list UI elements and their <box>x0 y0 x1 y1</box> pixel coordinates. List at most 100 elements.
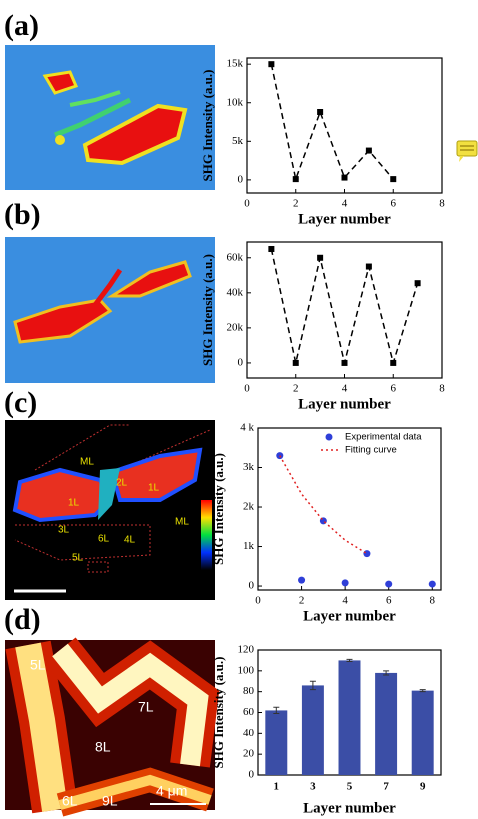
region-label: ML <box>175 517 189 528</box>
y-tick-label: 80 <box>243 685 255 697</box>
y-tick-label: 40k <box>227 286 244 298</box>
x-tick-label: 1 <box>274 781 280 793</box>
x-axis-title: Layer number <box>298 211 391 227</box>
region-label: 6L <box>98 534 110 545</box>
bar <box>338 660 361 775</box>
y-tick-label: 100 <box>238 664 255 676</box>
shg-map-d: 5L 7L 8L 6L 9L 4 μm <box>5 637 220 817</box>
x-tick-label: 0 <box>244 383 250 395</box>
y-tick-label: 4 k <box>240 422 254 434</box>
data-point <box>317 109 324 115</box>
data-line <box>279 455 368 555</box>
y-tick-label: 20k <box>227 321 244 333</box>
data-point <box>390 176 397 183</box>
x-tick-label: 2 <box>293 198 299 210</box>
data-point <box>428 580 436 588</box>
data-point <box>292 359 299 366</box>
y-tick-label: 5k <box>232 135 244 147</box>
x-axis-title: Layer number <box>298 396 391 412</box>
x-tick-label: 5 <box>347 781 353 793</box>
region-label: 6L <box>62 793 78 809</box>
data-point <box>298 576 306 584</box>
data-point <box>317 254 324 261</box>
x-tick-label: 6 <box>391 383 397 395</box>
data-point <box>414 280 421 287</box>
data-line <box>270 248 419 366</box>
y-tick-label: 1k <box>243 540 255 552</box>
plot-frame <box>246 241 443 379</box>
data-point <box>268 61 275 68</box>
data-point <box>365 147 372 154</box>
data-point <box>365 263 372 270</box>
x-axis-title: Layer number <box>303 800 396 816</box>
legend-label: Experimental data <box>345 432 422 443</box>
y-tick-label: 10k <box>227 96 244 108</box>
region-label: 5L <box>72 553 84 564</box>
region-label: 9L <box>102 793 118 809</box>
data-point <box>292 176 299 183</box>
y-tick-label: 60 <box>243 706 255 718</box>
y-tick-label: 60k <box>227 251 244 263</box>
panel-label: (d) <box>4 603 41 636</box>
shg-map-c: ML 2L 1L 1L ML 3L 6L 4L 5L <box>5 420 215 600</box>
data-point <box>341 579 349 587</box>
x-tick-label: 2 <box>293 383 299 395</box>
y-tick-label: 40 <box>243 727 255 739</box>
region-label: 7L <box>138 699 154 715</box>
y-tick-label: 0 <box>249 769 255 781</box>
comment-icon <box>456 140 478 162</box>
data-point <box>390 359 397 366</box>
region-label: 3L <box>58 525 70 536</box>
x-tick-label: 7 <box>383 781 389 793</box>
plot-frame <box>246 57 443 194</box>
y-axis-title: SHG Intensity (a.u.) <box>200 254 215 366</box>
region-label: ML <box>80 457 94 468</box>
panel-label: (c) <box>4 386 37 419</box>
y-axis-title: SHG Intensity (a.u.) <box>211 453 226 565</box>
y-tick-label: 0 <box>238 173 244 185</box>
panel-label: (b) <box>4 198 41 231</box>
x-tick-label: 0 <box>244 198 250 210</box>
y-tick-label: 120 <box>238 644 255 656</box>
error-bar <box>419 689 426 693</box>
x-tick-label: 3 <box>310 781 316 793</box>
shg-map-a <box>5 45 215 190</box>
x-tick-label: 4 <box>342 383 348 395</box>
region-label: 5L <box>30 657 46 673</box>
region-label: 4L <box>124 535 136 546</box>
x-tick-label: 2 <box>299 595 305 607</box>
scale-bar-label: 4 μm <box>156 783 187 799</box>
data-point <box>268 246 275 253</box>
data-point <box>363 550 371 558</box>
panel-label: (a) <box>4 9 39 42</box>
data-point <box>341 359 348 366</box>
y-tick-label: 2k <box>243 501 255 513</box>
x-axis-title: Layer number <box>303 608 396 624</box>
x-tick-label: 4 <box>342 198 348 210</box>
bar <box>301 685 324 775</box>
x-tick-label: 9 <box>420 781 426 793</box>
x-tick-label: 0 <box>255 595 261 607</box>
y-tick-label: 0 <box>238 356 244 368</box>
data-line <box>270 64 394 182</box>
legend-marker <box>325 433 333 441</box>
shg-map-b <box>5 237 215 383</box>
data-point <box>385 580 393 588</box>
error-bar <box>273 706 280 715</box>
x-tick-label: 4 <box>342 595 348 607</box>
bar <box>411 690 434 775</box>
y-tick-label: 0 <box>249 580 255 592</box>
region-label: 1L <box>148 483 160 494</box>
region-label: 8L <box>95 739 111 755</box>
legend-label: Fitting curve <box>345 445 397 456</box>
region-label: 2L <box>116 478 128 489</box>
bar <box>375 672 398 775</box>
region-label: 1L <box>68 498 80 509</box>
x-tick-label: 8 <box>430 595 436 607</box>
bar <box>265 710 288 775</box>
error-bar <box>309 680 316 691</box>
x-tick-label: 8 <box>439 383 445 395</box>
y-axis-title: SHG Intensity (a.u.) <box>200 70 215 182</box>
error-bar <box>346 658 353 662</box>
